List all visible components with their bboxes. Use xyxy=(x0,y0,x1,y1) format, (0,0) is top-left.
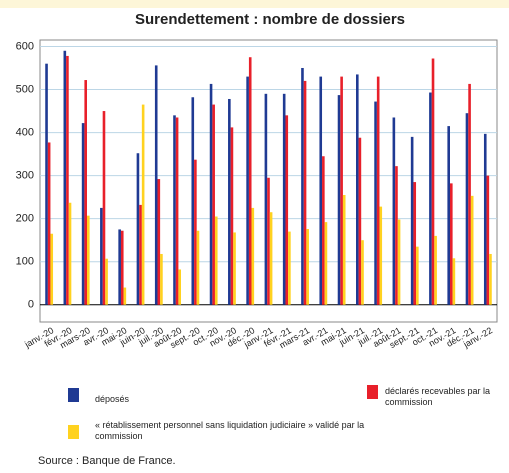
bar xyxy=(434,235,437,305)
bar xyxy=(175,117,179,305)
bar xyxy=(483,133,487,305)
bar xyxy=(285,115,289,305)
bar xyxy=(157,179,161,305)
bar xyxy=(196,230,200,305)
bar xyxy=(301,67,304,305)
bar xyxy=(374,101,377,305)
bar xyxy=(282,93,286,305)
bar xyxy=(212,104,215,305)
bar xyxy=(81,123,85,305)
bar xyxy=(342,194,346,305)
bar xyxy=(118,229,121,305)
bar xyxy=(395,166,398,305)
y-tick-label: 100 xyxy=(16,256,34,268)
bar xyxy=(154,65,158,305)
bar xyxy=(251,207,255,305)
bar xyxy=(63,50,67,305)
bar xyxy=(209,83,213,305)
bar xyxy=(248,57,252,305)
bar xyxy=(319,76,323,305)
bar xyxy=(468,83,471,305)
bar xyxy=(397,219,401,305)
bar xyxy=(340,76,343,305)
y-tick-label: 400 xyxy=(16,126,34,138)
bar xyxy=(429,92,432,305)
bar xyxy=(47,142,51,305)
bar xyxy=(160,253,163,305)
bar xyxy=(489,253,492,305)
legend-swatch xyxy=(68,425,79,439)
y-tick-label: 600 xyxy=(16,40,34,52)
bar xyxy=(84,80,87,305)
legend-label: déclarés recevables par la commission xyxy=(385,386,491,407)
legend-label: déposés xyxy=(95,394,130,404)
bar xyxy=(288,231,291,305)
bar xyxy=(233,232,236,305)
bar xyxy=(87,215,90,305)
bar xyxy=(66,55,69,305)
bar xyxy=(246,76,249,305)
bar xyxy=(269,212,273,305)
bar xyxy=(431,58,435,305)
bar xyxy=(322,156,325,305)
bar xyxy=(356,74,359,305)
bar xyxy=(100,207,103,305)
chart-title: Surendettement : nombre de dossiers xyxy=(135,11,405,28)
bar xyxy=(50,233,54,305)
bar xyxy=(486,175,490,305)
bar xyxy=(102,111,106,305)
bar xyxy=(303,80,307,305)
bar xyxy=(337,95,341,305)
bar xyxy=(191,97,195,305)
bar xyxy=(267,177,270,305)
y-tick-label: 200 xyxy=(16,213,34,225)
bar xyxy=(379,206,383,305)
bar xyxy=(392,117,396,305)
bar xyxy=(141,104,145,305)
bar xyxy=(264,93,268,305)
source: Source : Banque de France. xyxy=(38,455,176,467)
legend-swatch xyxy=(367,385,378,399)
y-tick-label: 500 xyxy=(16,83,34,95)
bar xyxy=(214,216,218,305)
bar xyxy=(410,136,414,305)
y-tick-label: 0 xyxy=(28,299,34,311)
bar xyxy=(120,230,124,305)
bar xyxy=(105,258,108,305)
bar xyxy=(306,229,309,305)
bar xyxy=(470,195,474,305)
top-band xyxy=(0,0,509,8)
bar xyxy=(416,246,419,305)
bar xyxy=(230,127,234,305)
bar xyxy=(413,182,417,305)
legend-label: « rétablissement personnel sans liquidat… xyxy=(95,420,365,441)
bar xyxy=(45,63,48,305)
bar xyxy=(194,159,197,305)
bar xyxy=(465,113,469,305)
bar xyxy=(447,126,450,305)
bar xyxy=(136,153,140,305)
bar xyxy=(139,204,142,305)
legend-swatch xyxy=(68,388,79,402)
bar xyxy=(376,76,380,305)
bar xyxy=(358,137,362,305)
bar xyxy=(452,258,456,305)
bar xyxy=(361,240,364,305)
bar xyxy=(324,222,328,305)
bar xyxy=(173,115,176,305)
y-tick-label: 300 xyxy=(16,170,34,182)
bar xyxy=(178,269,181,305)
bar xyxy=(228,98,231,305)
bar xyxy=(123,287,127,305)
bar xyxy=(68,202,72,305)
bar xyxy=(450,183,453,305)
